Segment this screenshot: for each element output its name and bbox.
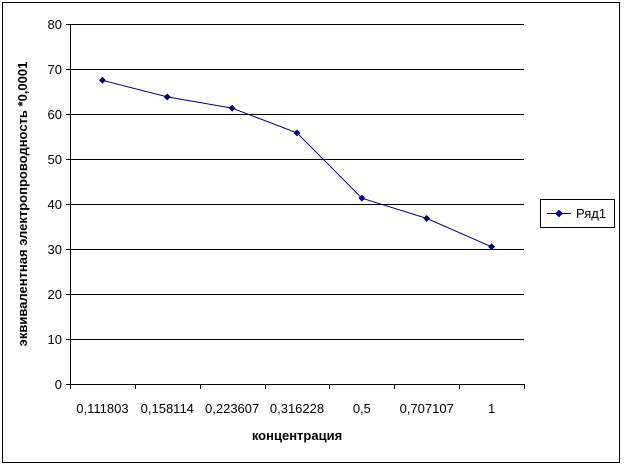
y-tick-label: 40 [48, 197, 62, 212]
legend-label: Ряд1 [576, 206, 606, 221]
data-point [98, 76, 106, 84]
chart-svg: 0 10 20 30 40 50 60 70 80 0,111803 0,158114 0,22360… [15, 17, 615, 443]
x-tick-label: 0,223607 [205, 401, 259, 416]
data-point [163, 93, 171, 101]
data-point [423, 214, 431, 222]
x-tick-label: 0,316228 [270, 401, 324, 416]
y-tick-label: 0 [55, 377, 62, 392]
y-tick-label: 80 [48, 17, 62, 32]
x-tick-label: 0,111803 [76, 401, 128, 416]
y-tick-label: 20 [48, 287, 62, 302]
x-tick-label: 1 [488, 401, 495, 416]
y-tick-label: 30 [48, 242, 62, 257]
x-tick-label: 0,158114 [141, 401, 194, 416]
legend-swatch-marker [555, 209, 563, 218]
data-point [228, 104, 236, 112]
y-tick-label: 50 [48, 152, 62, 167]
data-point [358, 194, 366, 202]
x-tick-label: 0,707107 [400, 401, 454, 416]
y-axis-title: эквивалентная электропроводность *0,0001 [15, 62, 30, 347]
y-tick-label: 10 [48, 332, 62, 347]
y-tick-label: 70 [48, 62, 62, 77]
y-tick-label: 60 [48, 107, 62, 122]
data-point [293, 129, 301, 137]
x-axis-title: концентрация [252, 428, 342, 443]
chart-frame: 0 10 20 30 40 50 60 70 80 0,111803 0,158114 0,22360… [2, 2, 620, 463]
x-tick-label: 0,5 [353, 401, 371, 416]
data-point [488, 243, 496, 251]
